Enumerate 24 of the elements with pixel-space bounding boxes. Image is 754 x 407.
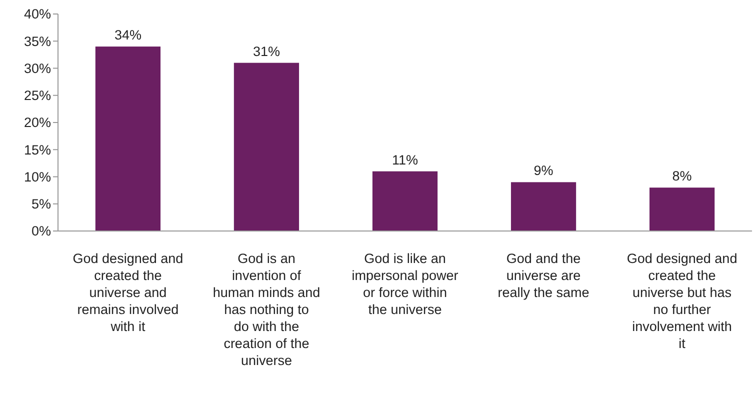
x-tick-label: God is an invention of human minds and has nothing to do with the creation of the universe — [212, 251, 320, 368]
y-tick-label: 5% — [31, 196, 51, 212]
y-tick-label: 0% — [31, 224, 51, 239]
bar — [649, 188, 715, 231]
y-tick-label: 40% — [24, 6, 51, 22]
bar — [95, 46, 161, 231]
data-label: 31% — [252, 44, 280, 59]
bar — [510, 182, 576, 231]
data-label: 11% — [392, 152, 418, 168]
y-tick-label: 20% — [24, 115, 51, 130]
x-tick-label: God and the universe are really the same — [498, 251, 590, 300]
x-tick-label: God designed and created the universe and remains involved with it — [72, 251, 184, 334]
x-tick-label: God designed and created the universe but has no further involvement with it — [626, 251, 738, 351]
x-tick-label: God is like an impersonal power or force within the universe — [352, 251, 459, 317]
y-tick-label: 30% — [24, 60, 51, 76]
data-label: 8% — [672, 168, 692, 184]
y-tick-label: 10% — [24, 169, 51, 184]
y-tick-label: 25% — [24, 88, 51, 104]
bar — [234, 62, 300, 231]
y-tick-label: 15% — [24, 142, 51, 158]
bar — [372, 171, 438, 231]
y-tick-label: 35% — [24, 34, 51, 49]
data-label: 9% — [534, 163, 554, 178]
data-label: 34% — [114, 28, 142, 43]
